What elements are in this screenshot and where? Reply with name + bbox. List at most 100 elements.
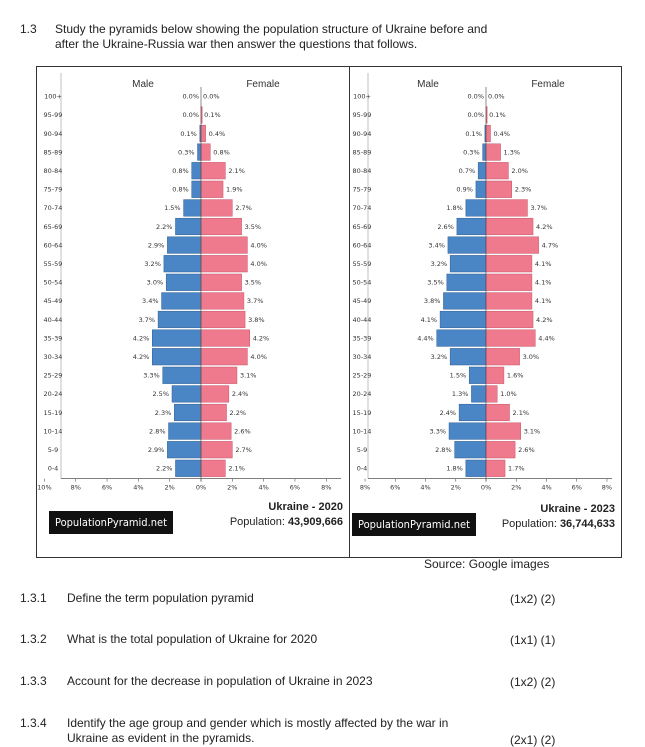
female-value-label: 2.1% xyxy=(228,465,245,473)
male-bar xyxy=(163,255,202,273)
age-group-label: 85-89 xyxy=(353,148,372,156)
female-bar xyxy=(200,329,250,347)
question-3-number: 1.3.3 xyxy=(20,674,47,688)
heading-line-1: Study the pyramids below showing the pop… xyxy=(55,22,488,36)
male-bar xyxy=(471,385,487,403)
male-value-label: 0.7% xyxy=(459,167,476,175)
female-value-label: 2.1% xyxy=(228,167,245,175)
male-value-label: 0.1% xyxy=(465,130,482,138)
age-group-label: 100+ xyxy=(353,93,371,101)
male-value-label: 4.4% xyxy=(417,334,434,342)
female-value-label: 2.3% xyxy=(515,186,532,194)
x-tick-label: 6% xyxy=(572,484,582,492)
male-bar xyxy=(167,441,202,459)
female-label: Female xyxy=(531,79,565,90)
male-value-label: 0.8% xyxy=(172,167,189,175)
male-bar xyxy=(448,422,487,440)
female-value-label: 1.3% xyxy=(504,148,521,156)
male-value-label: 2.9% xyxy=(148,241,165,249)
male-bar xyxy=(443,292,487,310)
age-group-label: 35-39 xyxy=(44,334,63,342)
female-bar xyxy=(200,236,248,254)
pyramid-2023-title: Ukraine - 2023 xyxy=(540,503,615,515)
pyramid-2020-title: Ukraine - 2020 xyxy=(268,501,343,513)
female-bar xyxy=(200,310,246,329)
heading-number: 1.3 xyxy=(20,22,37,36)
question-3-text: Account for the decrease in population o… xyxy=(67,674,373,688)
male-value-label: 2.2% xyxy=(156,465,173,473)
question-4-number: 1.3.4 xyxy=(20,716,47,730)
female-value-label: 2.7% xyxy=(235,204,252,212)
age-group-label: 15-19 xyxy=(44,409,63,417)
pyramid-2023-chart: Male Female 100+ 0.0% 0.0% 95-99 0.0% 0.1% 90-94… xyxy=(353,73,612,492)
male-value-label: 1.3% xyxy=(452,390,469,398)
female-value-label: 3.5% xyxy=(245,223,262,231)
male-bar xyxy=(482,143,487,161)
male-value-label: 2.6% xyxy=(437,223,454,231)
question-1-marks: (1x2) (2) xyxy=(510,592,556,606)
male-value-label: 1.8% xyxy=(446,204,463,212)
female-value-label: 4.0% xyxy=(250,241,267,249)
female-bar xyxy=(485,403,510,422)
female-bar xyxy=(485,124,491,143)
x-tick-label: 6% xyxy=(102,484,112,492)
age-group-label: 85-89 xyxy=(44,148,63,156)
female-bar xyxy=(485,162,509,180)
female-bar xyxy=(200,162,226,180)
male-label: Male xyxy=(132,79,154,90)
male-value-label: 2.2% xyxy=(156,223,173,231)
female-value-label: 4.7% xyxy=(542,241,559,249)
male-value-label: 0.9% xyxy=(456,186,473,194)
female-bar xyxy=(200,366,238,384)
female-bar xyxy=(200,273,242,291)
female-bar xyxy=(200,422,232,440)
female-value-label: 4.1% xyxy=(535,279,552,287)
pyramid-2020-panel: Male Female 100+ 0.0% 0.0% 95-99 0.0% 0.1% 90-94… xyxy=(37,67,349,557)
age-group-label: 75-79 xyxy=(353,186,372,194)
question-4-marks: (2x1) (2) xyxy=(510,733,556,747)
pyramid-2023-population-label: Population: xyxy=(501,518,557,530)
female-bar xyxy=(485,217,534,236)
male-value-label: 3.2% xyxy=(431,353,448,361)
female-value-label: 3.7% xyxy=(247,297,264,305)
age-group-label: 10-14 xyxy=(353,427,372,435)
age-group-label: 75-79 xyxy=(44,186,63,194)
male-value-label: 2.9% xyxy=(148,446,165,454)
x-tick-label: 2% xyxy=(451,484,461,492)
female-bar xyxy=(200,217,242,236)
male-label: Male xyxy=(417,79,439,90)
age-group-label: 30-34 xyxy=(353,353,372,361)
male-bar xyxy=(157,310,202,329)
age-group-label: 55-59 xyxy=(44,260,63,268)
female-bar xyxy=(485,143,501,161)
x-tick-label: 8% xyxy=(71,484,81,492)
x-tick-label: 4% xyxy=(420,484,430,492)
female-value-label: 2.1% xyxy=(513,409,530,417)
age-group-label: 25-29 xyxy=(353,372,372,380)
female-bar xyxy=(200,180,224,198)
female-value-label: 1.9% xyxy=(226,186,243,194)
female-bar xyxy=(200,292,245,310)
female-bar xyxy=(200,385,230,403)
female-value-label: 4.0% xyxy=(250,353,267,361)
female-value-label: 1.7% xyxy=(508,465,525,473)
male-bar xyxy=(465,459,487,477)
x-tick-label: 2% xyxy=(165,484,175,492)
question-3-marks: (1x2) (2) xyxy=(510,675,556,689)
male-bar xyxy=(152,348,202,366)
figure-source: Source: Google images xyxy=(424,557,550,571)
male-bar xyxy=(183,199,202,217)
female-value-label: 3.0% xyxy=(523,353,540,361)
pyramid-2020-chart: Male Female 100+ 0.0% 0.0% 95-99 0.0% 0.1% 90-94… xyxy=(37,73,341,492)
x-tick-label: 4% xyxy=(258,484,268,492)
male-bar xyxy=(447,236,487,254)
female-bar xyxy=(485,236,539,254)
male-bar xyxy=(191,180,202,198)
female-value-label: 2.2% xyxy=(230,409,247,417)
male-bar xyxy=(468,366,487,384)
male-value-label: 3.0% xyxy=(147,279,164,287)
age-group-label: 45-49 xyxy=(353,297,372,305)
female-value-label: 1.6% xyxy=(507,372,524,380)
male-bar xyxy=(175,217,202,236)
male-value-label: 3.5% xyxy=(427,279,444,287)
